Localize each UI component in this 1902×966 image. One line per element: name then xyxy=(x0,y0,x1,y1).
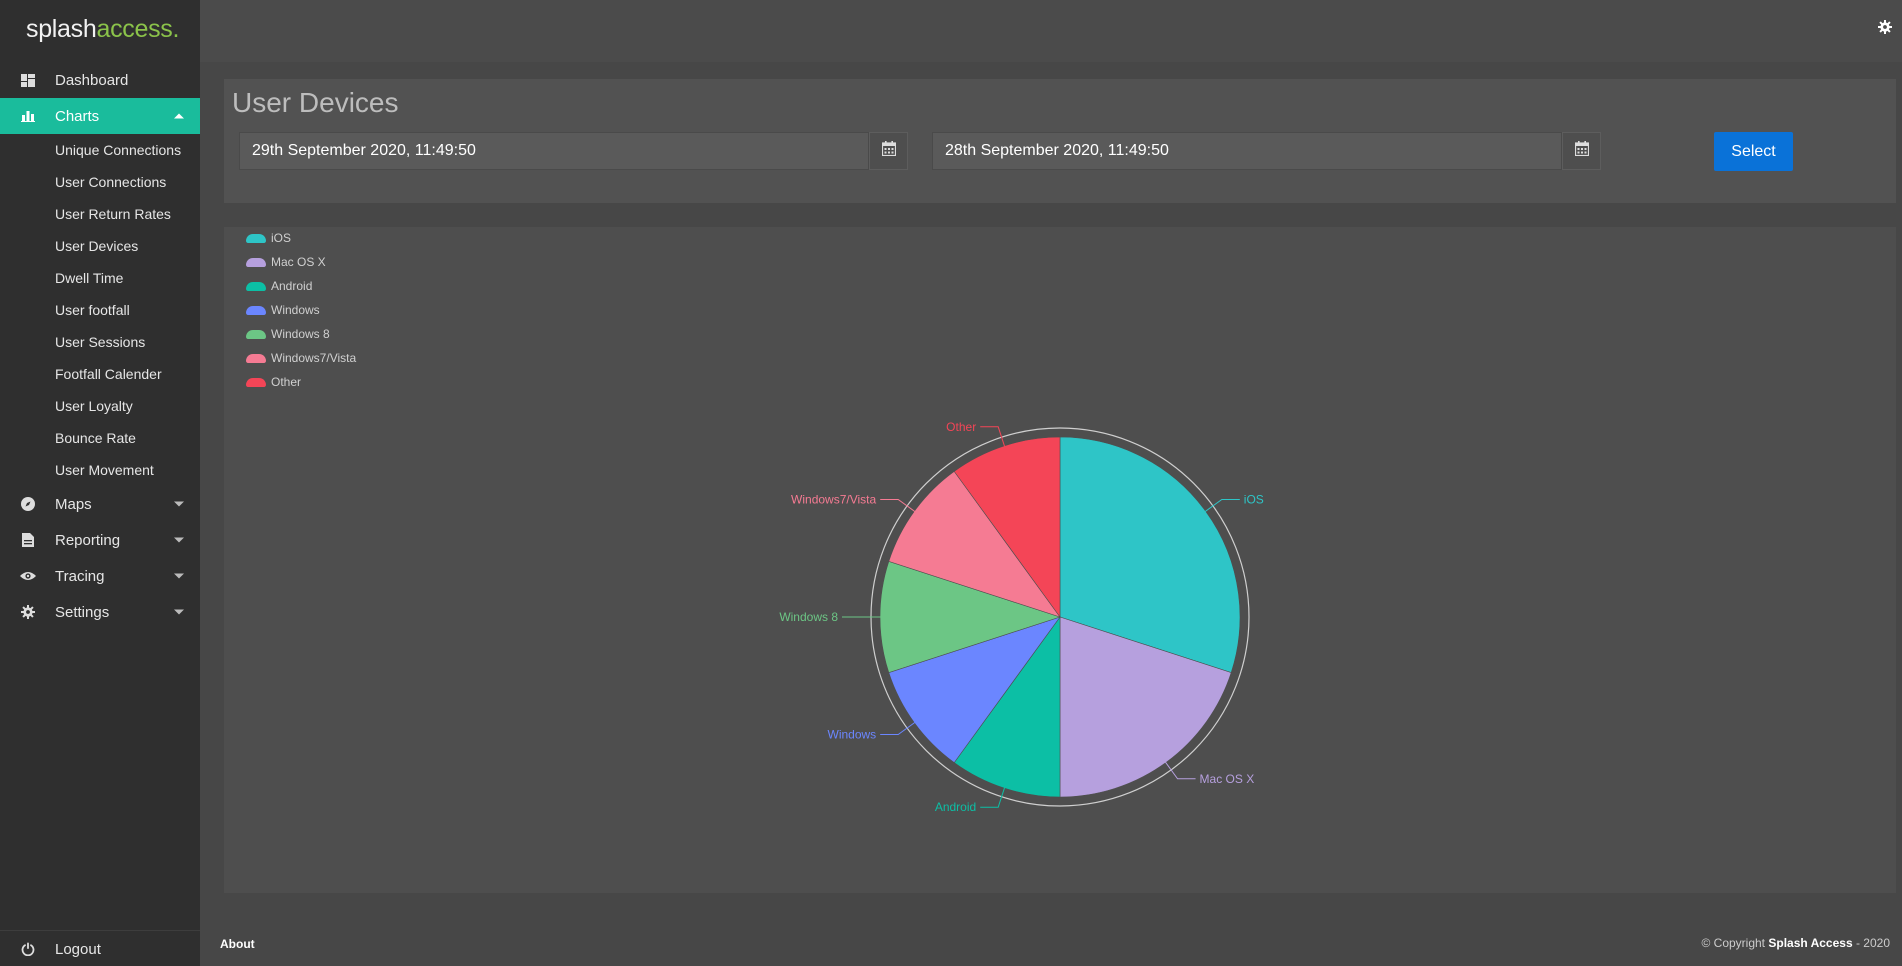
pie-label-leader-windows xyxy=(880,721,917,736)
pie-label-leader-android xyxy=(980,786,1006,808)
sidebar-item-reporting[interactable]: Reporting xyxy=(0,522,200,558)
dashboard-icon xyxy=(20,72,36,88)
calendar-icon xyxy=(1574,141,1589,161)
sidebar-subitem-user-movement[interactable]: User Movement xyxy=(55,462,154,478)
sidebar-subitem-bounce-rate[interactable]: Bounce Rate xyxy=(55,430,136,446)
pie-label-windows-8: Windows 8 xyxy=(779,610,838,624)
legend-swatch xyxy=(246,233,266,243)
legend-item-windows7-vista[interactable]: Windows7/Vista xyxy=(246,351,356,365)
divider xyxy=(0,930,200,931)
legend-item-windows[interactable]: Windows xyxy=(246,303,320,317)
calendar-icon xyxy=(881,141,896,161)
eye-icon xyxy=(20,568,36,584)
sidebar-subitem-user-devices[interactable]: User Devices xyxy=(55,238,139,254)
chevron-up-icon xyxy=(174,113,184,119)
legend-swatch xyxy=(246,329,266,339)
pie-label-android: Android xyxy=(935,800,976,814)
pie-label-windows: Windows xyxy=(828,728,877,742)
copyright-text: © Copyright Splash Access - 2020 xyxy=(1701,936,1890,950)
legend-label: Windows xyxy=(271,303,320,317)
pie-label-leader-windows7-vista xyxy=(880,498,917,513)
logout-label: Logout xyxy=(55,940,101,958)
logo-main: splash xyxy=(26,14,97,43)
pie-label-leader-ios xyxy=(1203,498,1240,513)
legend-item-mac-os-x[interactable]: Mac OS X xyxy=(246,255,326,269)
logout-button[interactable]: Logout xyxy=(0,931,200,966)
start-date-input[interactable]: 29th September 2020, 11:49:50 xyxy=(239,132,869,170)
sidebar-item-label: Reporting xyxy=(55,531,121,549)
sidebar-subitem-user-connections[interactable]: User Connections xyxy=(55,174,167,190)
legend-label: Windows 8 xyxy=(271,327,330,341)
copyright-brand: Splash Access xyxy=(1768,936,1853,950)
app-logo[interactable]: splash access. xyxy=(0,0,200,58)
legend-item-ios[interactable]: iOS xyxy=(246,231,291,245)
end-date-input[interactable]: 28th September 2020, 11:49:50 xyxy=(932,132,1562,170)
legend-label: Android xyxy=(271,279,313,293)
pie-chart: iOS Mac OS X Android Windows Windows 8 Window… xyxy=(779,420,1264,814)
document-icon xyxy=(20,532,36,548)
start-date-picker-button[interactable] xyxy=(869,132,908,170)
power-icon xyxy=(20,941,36,957)
legend-label: Other xyxy=(271,375,302,389)
select-button[interactable]: Select xyxy=(1714,132,1793,171)
chevron-down-icon xyxy=(174,537,184,543)
end-date-picker-button[interactable] xyxy=(1562,132,1601,170)
pie-label-ios: iOS xyxy=(1244,492,1264,506)
legend-swatch xyxy=(246,353,266,363)
pie-label-mac-os-x: Mac OS X xyxy=(1200,772,1255,786)
pie-label-windows7-vista: Windows7/Vista xyxy=(791,492,876,506)
top-bar xyxy=(200,0,1902,62)
pie-label-leader-other xyxy=(980,426,1006,448)
sidebar-subitem-user-return-rates[interactable]: User Return Rates xyxy=(55,206,171,222)
legend-item-windows-8[interactable]: Windows 8 xyxy=(246,327,330,341)
copyright-suffix: - 2020 xyxy=(1852,936,1890,950)
legend-item-android[interactable]: Android xyxy=(246,279,312,293)
logo-accent: access. xyxy=(96,14,180,43)
sidebar-item-tracing[interactable]: Tracing xyxy=(0,558,200,594)
sidebar-item-charts[interactable]: Charts xyxy=(0,98,200,134)
filter-panel: User Devices 29th September 2020, 11:49:… xyxy=(224,79,1896,203)
compass-icon xyxy=(20,496,36,512)
chart-panel: iOS Mac OS X Android Windows Windows 8 Window… xyxy=(224,227,1896,893)
chevron-down-icon xyxy=(174,501,184,507)
sidebar-item-label: Dashboard xyxy=(55,71,129,89)
chevron-down-icon xyxy=(174,573,184,579)
legend-swatch xyxy=(246,257,266,267)
sidebar-item-label: Charts xyxy=(55,107,100,125)
legend-item-other[interactable]: Other xyxy=(246,375,301,389)
sidebar-subitem-dwell-time[interactable]: Dwell Time xyxy=(55,270,124,286)
legend-label: Mac OS X xyxy=(271,255,326,269)
sidebar: splash access. Dashboard Charts Unique Co… xyxy=(0,0,200,966)
sidebar-item-label: Settings xyxy=(55,603,110,621)
sidebar-subitem-user-sessions[interactable]: User Sessions xyxy=(55,334,146,350)
gear-icon[interactable] xyxy=(1878,20,1892,34)
pie-label-other: Other xyxy=(946,420,976,434)
copyright-prefix: © Copyright xyxy=(1701,936,1769,950)
sidebar-subitem-user-loyalty[interactable]: User Loyalty xyxy=(55,398,133,414)
sidebar-item-settings[interactable]: Settings xyxy=(0,594,200,630)
legend-label: Windows7/Vista xyxy=(271,351,357,365)
legend-swatch xyxy=(246,305,266,315)
sidebar-item-dashboard[interactable]: Dashboard xyxy=(0,62,200,98)
pie-label-leader-mac-os-x xyxy=(1164,760,1196,780)
sidebar-subitem-footfall-calender[interactable]: Footfall Calender xyxy=(55,366,162,382)
legend-label: iOS xyxy=(271,231,292,245)
sidebar-subitem-unique-connections[interactable]: Unique Connections xyxy=(55,142,182,158)
gear-icon xyxy=(20,604,36,620)
legend-swatch xyxy=(246,377,266,387)
sidebar-item-label: Maps xyxy=(55,495,92,513)
about-link[interactable]: About xyxy=(220,937,255,951)
bar-chart-icon xyxy=(20,108,36,124)
sidebar-item-label: Tracing xyxy=(55,567,105,585)
chevron-down-icon xyxy=(174,609,184,615)
page-title: User Devices xyxy=(232,87,399,118)
legend-swatch xyxy=(246,281,266,291)
sidebar-subitem-user-footfall[interactable]: User footfall xyxy=(55,302,130,318)
sidebar-item-maps[interactable]: Maps xyxy=(0,486,200,522)
